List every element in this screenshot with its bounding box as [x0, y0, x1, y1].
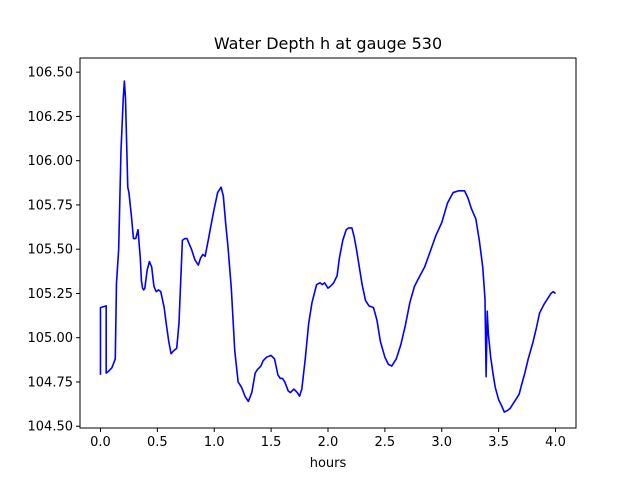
x-tick-label: 3.0	[431, 435, 452, 450]
x-tick-label: 2.5	[375, 435, 396, 450]
y-tick-label: 104.75	[28, 375, 74, 390]
y-tick-label: 106.50	[28, 66, 74, 81]
x-tick-label: 0.0	[90, 435, 111, 450]
y-tick-label: 106.00	[28, 154, 74, 169]
chart-title: Water Depth h at gauge 530	[214, 34, 442, 53]
y-tick-label: 104.50	[28, 420, 74, 435]
x-axis-label: hours	[310, 456, 347, 471]
x-tick-label: 2.0	[318, 435, 339, 450]
y-tick-label: 105.75	[28, 198, 74, 213]
y-axis-ticks: 104.50 104.75 105.00 105.25 105.50 105.75 106.…	[28, 66, 80, 435]
y-tick-label: 106.25	[28, 110, 74, 125]
x-tick-label: 1.5	[261, 435, 282, 450]
x-axis-ticks: 0.0 0.5 1.0 1.5 2.0 2.5 3.0 3.5 4.0	[90, 428, 566, 450]
x-tick-label: 1.0	[204, 435, 225, 450]
x-tick-label: 4.0	[545, 435, 566, 450]
series-layer	[99, 80, 557, 413]
y-tick-label: 105.00	[28, 331, 74, 346]
x-tick-label: 0.5	[147, 435, 168, 450]
series-line-1	[99, 80, 557, 413]
y-tick-label: 105.25	[28, 287, 74, 302]
y-tick-label: 105.50	[28, 243, 74, 258]
x-tick-label: 3.5	[488, 435, 509, 450]
